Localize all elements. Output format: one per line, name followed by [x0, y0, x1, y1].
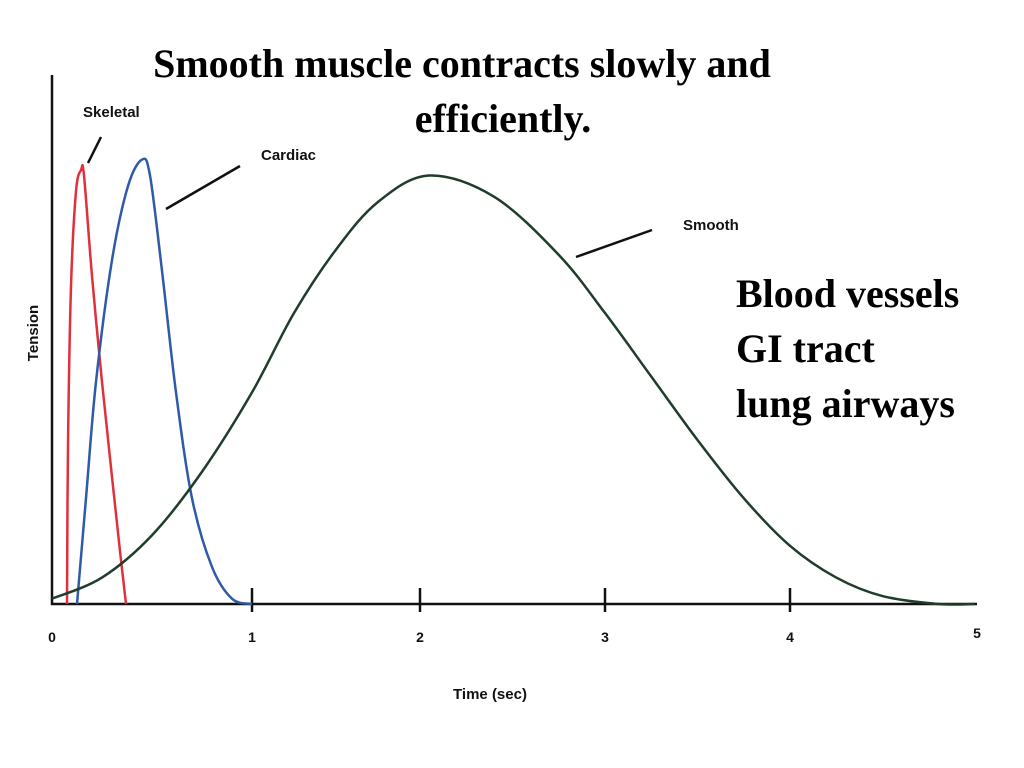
side-note-3: lung airways — [736, 381, 955, 426]
x-tick-label-5: 5 — [973, 625, 981, 641]
series-line-smooth — [51, 174, 976, 606]
skeletal-leader-line — [86, 136, 103, 164]
x-axis-label: Time (sec) — [453, 686, 527, 703]
series-line-skeletal — [65, 164, 128, 605]
smooth-leader-line — [575, 228, 653, 259]
side-note-1: Blood vessels — [736, 271, 959, 316]
series-label-cardiac: Cardiac — [261, 147, 316, 164]
x-tick-label-1: 1 — [248, 629, 256, 645]
side-note-2: GI tract — [736, 326, 876, 371]
series-label-skeletal: Skeletal — [83, 104, 140, 121]
cardiac-leader-line — [165, 164, 241, 211]
series-line-cardiac — [75, 157, 253, 606]
x-tick-label-4: 4 — [786, 629, 794, 645]
x-tick-label-0: 0 — [48, 629, 56, 645]
slide-title-line2: efficiently. — [415, 96, 592, 141]
series-label-smooth: Smooth — [683, 217, 739, 234]
y-axis-label: Tension — [25, 305, 42, 361]
x-tick-label-3: 3 — [601, 629, 609, 645]
slide-title-line1: Smooth muscle contracts slowly and — [153, 41, 771, 86]
x-tick-label-2: 2 — [416, 629, 424, 645]
